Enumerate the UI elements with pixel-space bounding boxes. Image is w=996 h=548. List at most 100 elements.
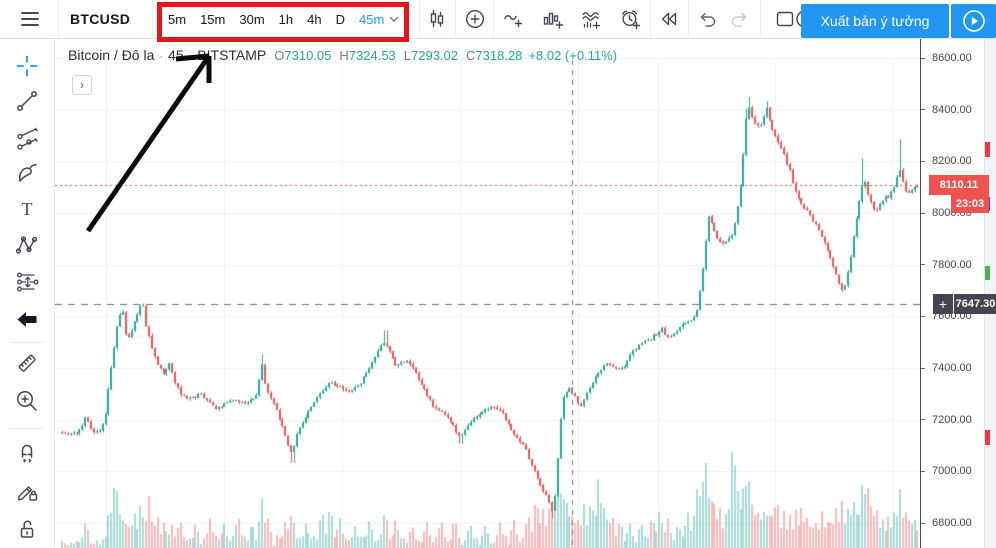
fib-lines-icon xyxy=(17,127,39,150)
patterns-icon xyxy=(582,12,601,30)
toolbar-divider xyxy=(10,342,44,343)
brush-tool-button[interactable] xyxy=(12,158,42,188)
legend-change: +8.02 (+0.11%) xyxy=(528,48,618,63)
edge-marker xyxy=(985,266,990,280)
arrow-mark-tool-button[interactable] xyxy=(12,304,42,334)
xabcd-pattern-icon xyxy=(15,236,38,254)
position-tool-icon xyxy=(17,272,39,292)
indicators-button[interactable] xyxy=(537,4,567,34)
price-tick: 7800.00 xyxy=(921,257,972,273)
toolbar-divider xyxy=(688,0,689,38)
timeframe-button[interactable]: 4h xyxy=(307,11,322,27)
drawing-toolbar: T xyxy=(0,39,55,548)
undo-icon xyxy=(700,12,716,27)
publish-idea-button[interactable]: Xuất bản ý tưởng xyxy=(801,4,949,38)
fib-tools-button[interactable] xyxy=(12,123,42,153)
undo-button[interactable] xyxy=(692,4,722,34)
ruler-icon xyxy=(18,354,36,372)
redo-button[interactable] xyxy=(725,4,755,34)
timeframe-button[interactable]: D xyxy=(335,11,345,27)
text-icon: T xyxy=(22,199,33,219)
price-tick: 8600.00 xyxy=(921,50,972,66)
top-toolbar: BTCUSD 5m 15m 30m 1h 4h D 45m xyxy=(0,0,996,39)
timeframe-button[interactable]: 5m xyxy=(168,11,187,27)
symbol-button[interactable]: BTCUSD xyxy=(70,0,130,38)
zoom-in-icon xyxy=(17,391,37,411)
timeframe-button[interactable]: 15m xyxy=(200,11,226,27)
legend-low: L7293.02 xyxy=(403,48,459,63)
price-tick: 7200.00 xyxy=(921,412,972,428)
chart-legend: Bitcoin / Đô la · 45 · BITSTAMP O7310.05… xyxy=(68,47,617,63)
plus-circle-icon xyxy=(465,9,485,29)
toolbar-divider xyxy=(493,0,494,38)
legend-expand-button[interactable]: › xyxy=(72,75,92,95)
toolbar-divider xyxy=(58,0,59,38)
legend-exchange: BITSTAMP xyxy=(197,47,267,63)
replay-button[interactable] xyxy=(654,4,684,34)
magnet-icon xyxy=(21,444,33,463)
zoom-in-tool-button[interactable] xyxy=(12,386,42,416)
measure-tool-button[interactable] xyxy=(12,348,42,378)
alert-button[interactable] xyxy=(615,4,645,34)
price-tick: 8200.00 xyxy=(921,153,972,169)
level-price-badge: 7647.30 xyxy=(954,294,996,315)
price-tick: 6800.00 xyxy=(921,515,972,531)
position-tool-button[interactable] xyxy=(12,266,42,296)
arrow-left-icon xyxy=(17,312,37,327)
add-symbol-button[interactable] xyxy=(460,4,490,34)
timeframe-button[interactable]: 30m xyxy=(239,11,265,27)
toolbar-divider xyxy=(152,0,153,38)
trend-line-icon xyxy=(17,91,37,111)
legend-separator: · xyxy=(188,51,193,63)
timeframe-button[interactable]: 45m xyxy=(358,11,385,27)
redo-icon xyxy=(731,12,747,27)
chart-style-button[interactable] xyxy=(422,4,452,34)
level-plus-button[interactable]: + xyxy=(933,294,953,315)
legend-interval: 45 xyxy=(168,47,184,63)
main-menu-button[interactable] xyxy=(10,4,50,34)
compare-icon xyxy=(504,15,523,28)
legend-open: O7310.05 xyxy=(274,48,332,63)
timeframe-menu-chevron[interactable] xyxy=(386,12,402,28)
chevron-down-icon xyxy=(389,16,399,23)
last-price-badge: 8110.11 xyxy=(929,174,989,195)
crosshair-icon xyxy=(16,55,38,77)
price-tick: 7000.00 xyxy=(921,463,972,479)
lock-drawings-button[interactable] xyxy=(12,514,42,544)
drawing-mode-button[interactable] xyxy=(12,476,42,506)
price-axis[interactable]: 8110.11 23:03 + 7647.30 8600.00 8400.00 82… xyxy=(920,38,996,548)
chart-canvas[interactable] xyxy=(55,38,920,548)
toolbar-divider xyxy=(650,0,651,38)
xabcd-pattern-tool-button[interactable] xyxy=(12,229,42,259)
toolbar-divider xyxy=(10,428,44,429)
legend-high: H7324.53 xyxy=(339,48,396,63)
play-icon xyxy=(962,10,985,32)
hamburger-icon xyxy=(21,12,39,26)
price-tick: 8400.00 xyxy=(921,102,972,118)
toolbar-divider xyxy=(455,0,456,38)
indicators-icon xyxy=(543,12,564,29)
legend-symbol-name[interactable]: Bitcoin / Đô la xyxy=(68,47,155,63)
trend-line-tool-button[interactable] xyxy=(12,86,42,116)
lock-icon xyxy=(20,520,34,538)
layout-icon xyxy=(776,11,794,27)
toolbar-divider xyxy=(760,0,761,38)
play-button[interactable] xyxy=(951,4,996,38)
layout-button[interactable] xyxy=(770,4,800,34)
timeframe-button[interactable]: 1h xyxy=(278,11,294,27)
replay-icon xyxy=(661,12,677,26)
chart-pane[interactable]: Bitcoin / Đô la · 45 · BITSTAMP O7310.05… xyxy=(55,38,920,548)
brush-icon xyxy=(18,163,37,182)
magnet-tool-button[interactable] xyxy=(12,438,42,468)
edge-marker xyxy=(985,142,990,157)
timeframe-group: 5m 15m 30m 1h 4h D 45m xyxy=(166,0,386,38)
price-tick: 7400.00 xyxy=(921,360,972,376)
candles-icon xyxy=(430,9,444,28)
countdown-badge: 23:03 xyxy=(951,194,989,213)
compare-button[interactable] xyxy=(498,4,528,34)
crosshair-tool-button[interactable] xyxy=(12,51,42,81)
templates-button[interactable] xyxy=(576,4,606,34)
text-tool-button[interactable]: T xyxy=(12,194,42,224)
legend-separator: · xyxy=(159,51,164,63)
legend-close: C7318.28 xyxy=(466,48,523,63)
